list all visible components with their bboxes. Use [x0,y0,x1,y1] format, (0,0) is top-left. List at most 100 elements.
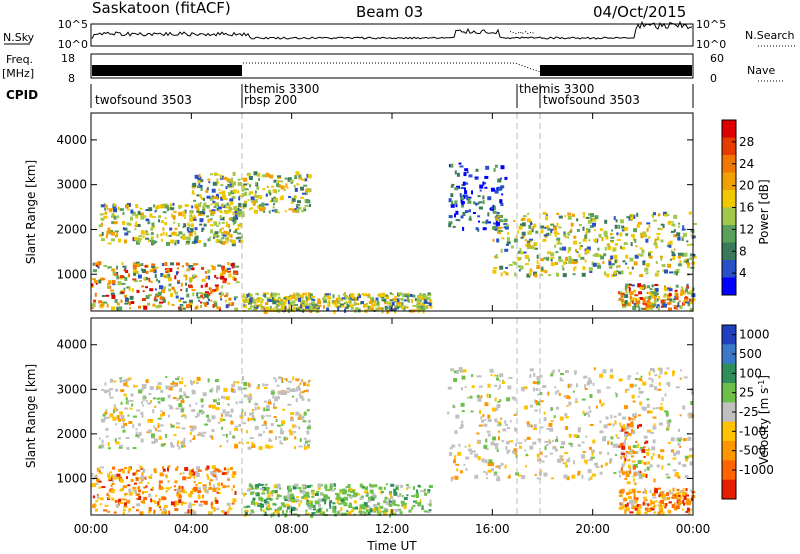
power-scatter-cell [116,265,118,270]
power-scatter-cell [685,301,690,304]
velocity-scatter-cell [350,489,355,493]
power-scatter-cell [111,294,116,299]
velocity-scatter-cell [499,384,501,389]
power-scatter-cell [280,185,285,190]
velocity-scatter-cell [103,509,108,512]
velocity-scatter-cell [644,442,646,445]
velocity-scatter-cell [529,374,532,378]
velocity-scatter-cell [506,397,511,402]
velocity-scatter-cell [140,467,144,470]
power-scatter-cell [327,301,331,304]
power-scatter-cell [613,216,616,221]
power-scatter-cell [138,240,141,244]
power-scatter-cell [494,215,499,219]
velocity-scatter-cell [121,487,124,491]
velocity-scatter-cell [563,462,567,465]
power-scatter-cell [492,269,497,274]
velocity-scatter-cell [685,510,689,513]
power-scatter-cell [142,298,146,301]
power-scatter-cell [641,307,645,310]
power-scatter-cell [328,300,331,303]
velocity-scatter-cell [213,470,216,473]
power-scatter-cell [154,210,157,213]
velocity-scatter-cell [138,489,142,493]
velocity-scatter-cell [98,445,102,449]
velocity-scatter-cell [646,398,650,401]
velocity-scatter-cell [564,370,569,374]
power-scatter-cell [282,300,287,305]
power-scatter-cell [118,306,123,311]
velocity-scatter-cell [122,429,126,433]
power-scatter-cell [384,305,388,310]
power-scatter-cell [365,304,368,308]
power-scatter-cell [450,193,454,198]
power-scatter-cell [536,265,541,269]
power-scatter-cell [195,263,199,266]
power-scatter-cell [655,272,659,277]
power-scatter-cell [337,304,341,307]
power-scatter-cell [540,229,544,234]
velocity-scatter-cell [530,424,533,428]
power-scatter-cell [174,291,178,295]
power-scatter-cell [461,203,465,208]
power-scatter-cell [146,277,149,281]
power-scatter-cell [663,212,666,215]
velocity-scatter-cell [681,508,684,511]
power-scatter-cell [228,186,233,189]
velocity-scatter-cell [337,499,340,502]
velocity-scatter-cell [624,439,626,444]
velocity-scatter-cell [294,436,297,440]
velocity-scatter-cell [219,445,222,448]
power-scatter-cell [294,187,298,192]
power-scatter-cell [619,232,623,237]
search-noise-trace [509,30,535,35]
power-scatter-cell [510,245,514,249]
power-scatter-cell [459,165,464,168]
power-scatter-cell [327,302,331,307]
velocity-scatter-cell [181,377,184,380]
power-scatter-cell [505,224,510,227]
power-scatter-cell [418,296,423,300]
velocity-scatter-cell [249,412,254,416]
velocity-scatter-cell [138,477,143,480]
velocity-scatter-cell [584,388,588,390]
power-scatter-cell [147,302,150,306]
velocity-scatter-cell [232,435,235,438]
power-scatter-cell [605,236,609,240]
power-scatter-cell [667,287,670,290]
velocity-scatter-cell [679,414,682,417]
velocity-scatter-cell [173,433,177,436]
power-scatter-cell [673,248,676,251]
power-scatter-cell [121,289,125,292]
power-scatter-cell [630,297,635,302]
velocity-scatter-cell [678,496,683,499]
power-scatter-cell [639,297,644,300]
power-scatter-cell [500,248,503,253]
power-scatter-cell [255,304,259,309]
velocity-scatter-cell [634,384,637,387]
velocity-scatter-cell [650,368,654,371]
power-scatter-cell [302,192,307,195]
velocity-scatter-cell [299,413,302,416]
power-scatter-cell [293,305,296,309]
velocity-scatter-cell [652,496,657,499]
velocity-scatter-cell [653,500,658,503]
velocity-scatter-cell [289,510,292,513]
velocity-scatter-cell [212,474,217,477]
power-scatter-cell [494,205,496,210]
power-scatter-cell [254,182,257,186]
power-scatter-cell [265,292,269,295]
velocity-scatter-cell [207,419,211,423]
velocity-scatter-cell [124,498,127,501]
power-scatter-cell [194,231,197,236]
velocity-scatter-cell [577,443,581,447]
velocity-scatter-cell [157,429,162,432]
power-scatter-cell [190,228,194,233]
power-scatter-cell [290,181,293,184]
power-scatter-cell [640,232,643,235]
velocity-scatter-cell [506,450,509,455]
power-scatter-cell [668,288,673,292]
velocity-scatter-cell [400,484,404,488]
velocity-scatter-cell [452,404,455,408]
velocity-scatter-cell [637,414,641,417]
